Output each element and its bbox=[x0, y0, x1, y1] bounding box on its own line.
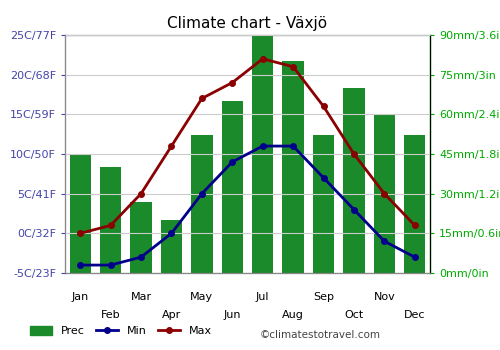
Bar bbox=[130, 202, 152, 273]
Bar bbox=[191, 135, 212, 273]
Bar bbox=[374, 114, 395, 273]
Bar bbox=[404, 135, 425, 273]
Text: ©climatestotravel.com: ©climatestotravel.com bbox=[260, 329, 381, 340]
Text: Aug: Aug bbox=[282, 310, 304, 320]
Text: Oct: Oct bbox=[344, 310, 364, 320]
Text: Jun: Jun bbox=[224, 310, 241, 320]
Text: Mar: Mar bbox=[130, 292, 152, 302]
Text: Jan: Jan bbox=[72, 292, 89, 302]
Bar bbox=[282, 62, 304, 273]
Bar bbox=[70, 154, 91, 273]
Bar bbox=[252, 35, 274, 273]
Bar bbox=[222, 101, 243, 273]
Bar bbox=[313, 135, 334, 273]
Text: May: May bbox=[190, 292, 214, 302]
Text: Jul: Jul bbox=[256, 292, 270, 302]
Text: Nov: Nov bbox=[374, 292, 395, 302]
Text: Dec: Dec bbox=[404, 310, 425, 320]
Text: Sep: Sep bbox=[313, 292, 334, 302]
Text: Apr: Apr bbox=[162, 310, 181, 320]
Text: Feb: Feb bbox=[101, 310, 120, 320]
Legend: Prec, Min, Max: Prec, Min, Max bbox=[26, 322, 217, 341]
Bar bbox=[161, 220, 182, 273]
Bar bbox=[100, 167, 122, 273]
Title: Climate chart - Växjö: Climate chart - Växjö bbox=[168, 16, 328, 31]
Bar bbox=[344, 88, 364, 273]
